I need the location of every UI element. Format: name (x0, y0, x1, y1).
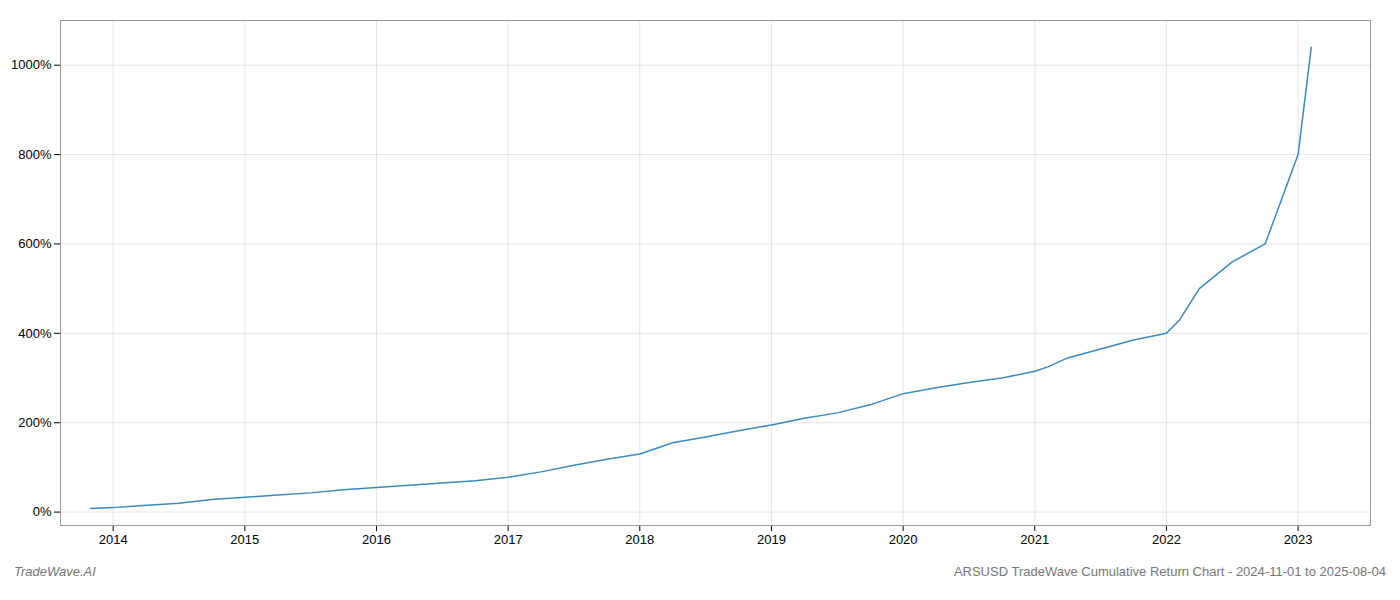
svg-text:2016: 2016 (362, 532, 391, 547)
html-text:ARSUSD TradeWave Cumulative Re: ARSUSD TradeWave Cumulative Return Chart… (953, 564, 1386, 579)
svg-text:2018: 2018 (625, 532, 654, 547)
svg-text:2021: 2021 (1020, 532, 1049, 547)
svg-text:2017: 2017 (494, 532, 523, 547)
svg-text:1000%: 1000% (11, 57, 52, 72)
svg-text:2020: 2020 (889, 532, 918, 547)
svg-text:800%: 800% (18, 147, 52, 162)
svg-text:2014: 2014 (99, 532, 128, 547)
svg-text:200%: 200% (18, 415, 52, 430)
svg-text:2015: 2015 (230, 532, 259, 547)
svg-text:2019: 2019 (757, 532, 786, 547)
svg-text:0%: 0% (33, 504, 52, 519)
svg-text:600%: 600% (18, 236, 52, 251)
svg-text:400%: 400% (18, 325, 52, 340)
svg-text:2023: 2023 (1284, 532, 1313, 547)
svg-text:2022: 2022 (1152, 532, 1181, 547)
html-text:TradeWave.AI: TradeWave.AI (14, 564, 96, 579)
